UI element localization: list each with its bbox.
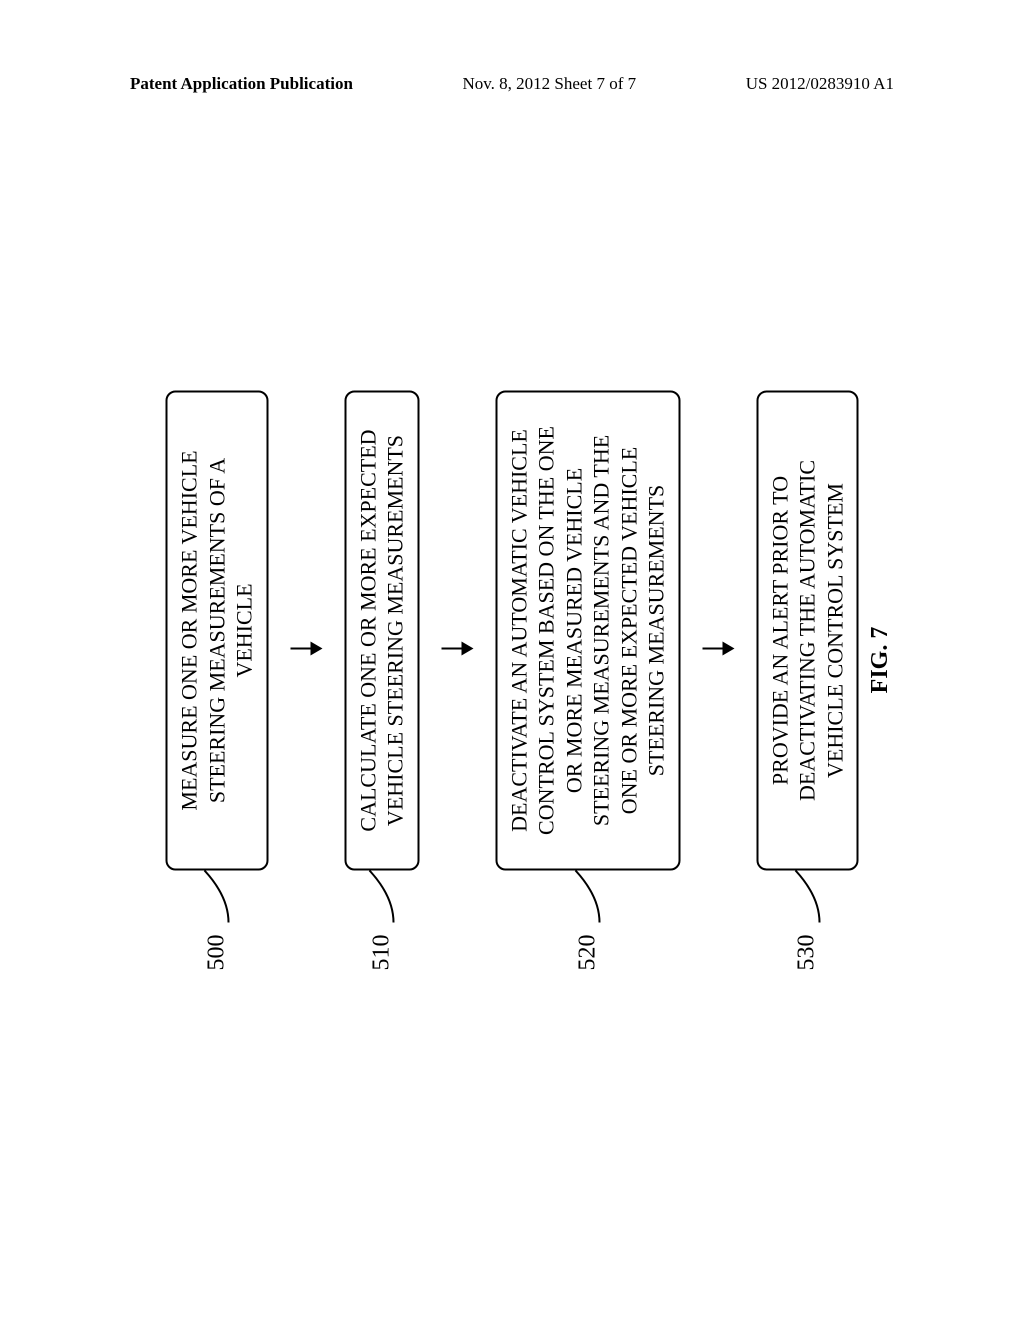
flowchart-box: MEASURE ONE OR MORE VEHICLE STEERING MEA… (166, 390, 269, 870)
flowchart-step: 510 CALCULATE ONE OR MORE EXPECTED VEHIC… (344, 390, 419, 970)
step-reference-label: 530 (794, 934, 821, 970)
connector-line (793, 870, 821, 922)
step-reference-label: 500 (203, 934, 230, 970)
figure-label: FIG. 7 (867, 627, 894, 694)
flowchart-box: PROVIDE AN ALERT PRIOR TO DEACTIVATING T… (756, 390, 859, 870)
header-center-text: Nov. 8, 2012 Sheet 7 of 7 (463, 74, 637, 94)
connector-line (203, 870, 231, 922)
arrow-down-icon (290, 637, 322, 659)
arrow-down-icon (441, 637, 473, 659)
connector-line (574, 870, 602, 922)
flowchart-step: 520 DEACTIVATE AN AUTOMATIC VEHICLE CONT… (495, 390, 680, 970)
connector-line (368, 870, 396, 922)
flowchart: 500 MEASURE ONE OR MORE VEHICLE STEERING… (166, 390, 859, 970)
flowchart-step: 530 PROVIDE AN ALERT PRIOR TO DEACTIVATI… (756, 390, 859, 970)
header-right-text: US 2012/0283910 A1 (746, 74, 894, 94)
step-reference-label: 520 (574, 934, 601, 970)
flowchart-box: CALCULATE ONE OR MORE EXPECTED VEHICLE S… (344, 390, 419, 870)
flowchart-box: DEACTIVATE AN AUTOMATIC VEHICLE CONTROL … (495, 390, 680, 870)
arrow-down-icon (702, 637, 734, 659)
page-header: Patent Application Publication Nov. 8, 2… (0, 74, 1024, 94)
step-reference-label: 510 (368, 934, 395, 970)
flowchart-step: 500 MEASURE ONE OR MORE VEHICLE STEERING… (166, 390, 269, 970)
header-left-text: Patent Application Publication (130, 74, 353, 94)
